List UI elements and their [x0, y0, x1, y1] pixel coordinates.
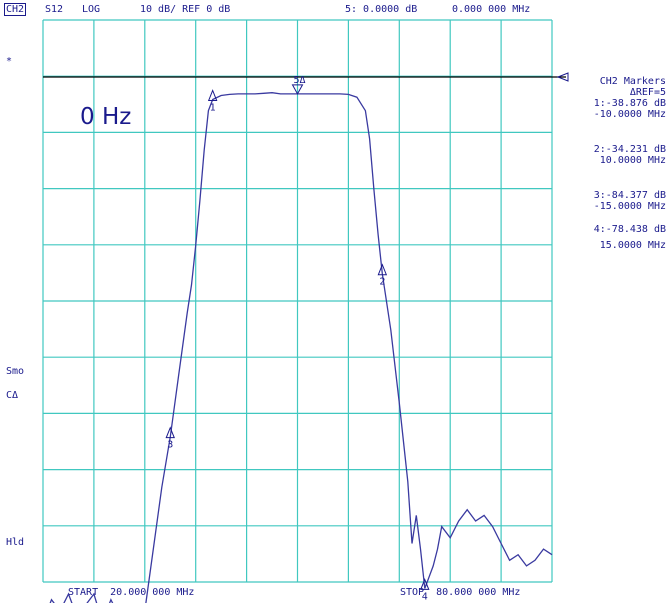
markers-panel-ref: ΔREF=5 — [629, 87, 666, 98]
marker-3-symbol — [165, 426, 175, 439]
markers-panel-title: CH2 Markers — [599, 76, 666, 87]
markers-layer: 1 2 3 4 5Δ — [165, 75, 430, 602]
marker-2-symbol — [377, 263, 388, 276]
marker-3-value: 3:-84.377 dB — [593, 190, 666, 201]
reference-level-pointer — [556, 72, 569, 82]
marker-2-frequency: 10.0000 MHz — [599, 155, 666, 166]
trace-s12 — [49, 92, 553, 603]
active-marker-frequency: 0.000 000 MHz — [452, 4, 531, 15]
correction-indicator: CΔ — [6, 390, 19, 401]
marker-2-label: 2 — [379, 277, 385, 288]
marker-1-label: 1 — [210, 102, 216, 113]
hold-indicator: Hld — [6, 537, 25, 548]
parameter-label: S12 — [45, 4, 64, 15]
channel-label[interactable]: CH2 — [4, 3, 27, 16]
marker-5-symbol — [291, 84, 304, 95]
smoothing-indicator: Smo — [6, 366, 25, 377]
marker-1-symbol — [207, 89, 218, 101]
stop-frequency: STOP 80.000 000 MHz — [400, 587, 521, 598]
marker-3-label: 3 — [167, 440, 173, 451]
marker-4-frequency: 15.0000 MHz — [599, 240, 666, 251]
marker-5-label: 5Δ — [294, 75, 306, 86]
format-label: LOG — [82, 4, 101, 15]
marker-4-label: 4 — [422, 591, 428, 602]
active-marker-readout: 5: 0.0000 dB — [345, 4, 418, 15]
marker-1-value: 1:-38.876 dB — [593, 98, 666, 109]
marker-2-value: 2:-34.231 dB — [593, 144, 666, 155]
frequency-overlay: 0 Hz — [80, 104, 132, 130]
marker-3-frequency: -15.0000 MHz — [593, 201, 666, 212]
marker-4-symbol — [420, 578, 430, 590]
marker-1-frequency: -10.0000 MHz — [593, 109, 666, 120]
star-indicator: * — [6, 56, 13, 67]
graticule — [42, 19, 553, 583]
scale-label: 10 dB/ REF 0 dB — [140, 4, 231, 15]
marker-4-value: 4:-78.438 dB — [593, 224, 666, 235]
start-frequency: START 20.000 000 MHz — [68, 587, 195, 598]
